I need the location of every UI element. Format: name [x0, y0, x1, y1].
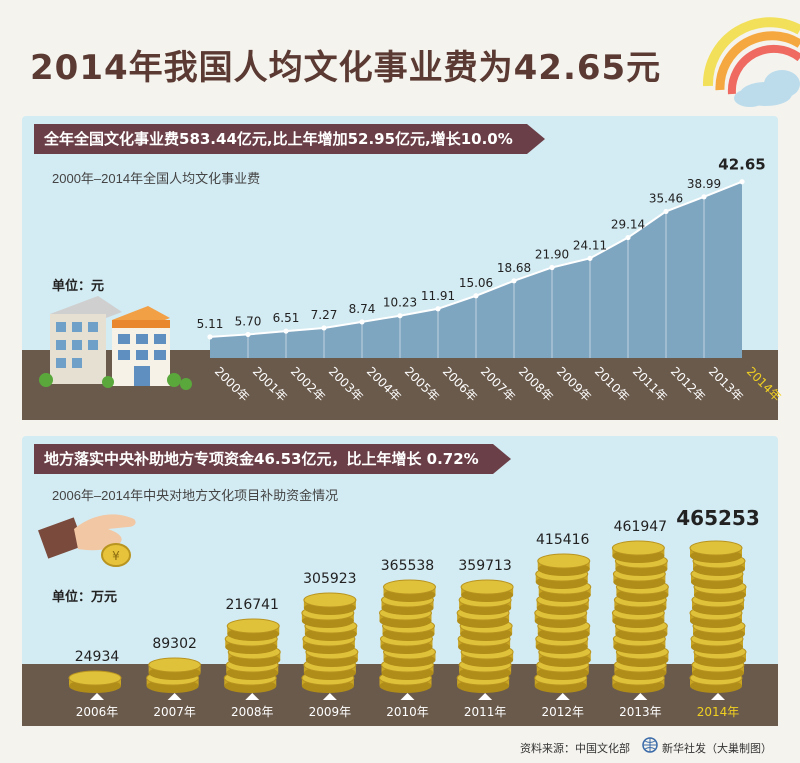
value-label: 11.91: [421, 289, 455, 303]
value-label: 10.23: [383, 296, 417, 310]
coin-stack: [68, 670, 122, 693]
coin-stack: [146, 657, 202, 693]
data-point: [473, 293, 479, 299]
tick-marker: [400, 693, 415, 700]
value-label: 89302: [152, 636, 197, 652]
value-label: 24934: [75, 649, 120, 665]
tick-marker: [633, 693, 648, 700]
value-label: 42.65: [718, 156, 765, 174]
x-tick-label: 2007年: [153, 705, 196, 719]
value-label: 216741: [226, 597, 279, 613]
data-point: [321, 325, 327, 331]
data-point: [701, 194, 707, 200]
value-label: 8.74: [349, 302, 376, 316]
data-point: [625, 234, 631, 241]
data-point: [663, 208, 669, 215]
coin-stack: [379, 579, 436, 693]
per-capita-area-chart: 2000年2001年2002年2003年2004年2005年2006年2007年…: [197, 156, 784, 404]
tick-marker: [245, 693, 260, 700]
value-label: 24.11: [573, 238, 607, 252]
value-label: 5.11: [197, 317, 224, 331]
value-label: 465253: [676, 506, 760, 530]
unit-label-1: 单位：元: [52, 279, 105, 294]
data-point: [435, 306, 441, 312]
value-label: 5.70: [235, 314, 262, 328]
tick-marker: [555, 693, 570, 700]
coin-stack: [456, 579, 514, 693]
rainbow-cloud-icon: [702, 17, 800, 107]
coin-stack: [301, 592, 359, 693]
x-tick-label: 2011年: [464, 705, 507, 719]
x-tick-label: 2014年: [697, 705, 740, 719]
tick-marker: [478, 693, 493, 700]
value-label: 461947: [614, 519, 667, 535]
value-label: 305923: [303, 571, 356, 587]
svg-text:¥: ¥: [112, 549, 120, 563]
value-label: 18.68: [497, 261, 531, 275]
banner-1: 全年全国文化事业费583.44亿元,比上年增加52.95亿元,增长10.0%: [34, 124, 545, 154]
data-point: [245, 331, 251, 338]
page-title: 2014年我国人均文化事业费为42.65元: [30, 48, 662, 88]
value-label: 359713: [458, 558, 511, 574]
subtitle-2: 2006年–2014年中央对地方文化项目补助资金情况: [52, 488, 339, 503]
tick-marker: [167, 693, 182, 700]
hand-coin-icon: ¥: [38, 514, 136, 567]
banner-2: 地方落实中央补助地方专项资金46.53亿元，比上年增长 0.72%: [34, 444, 511, 474]
data-point: [549, 264, 555, 271]
x-tick-label: 2006年: [76, 705, 119, 719]
value-label: 35.46: [649, 191, 683, 205]
buildings-icon: [39, 296, 192, 390]
value-label: 415416: [536, 532, 590, 548]
value-label: 15.06: [459, 276, 493, 290]
data-point: [359, 319, 365, 325]
data-point: [283, 328, 289, 334]
data-point: [511, 278, 517, 284]
data-point: [587, 255, 593, 261]
agency-credit: 新华社发（大巢制图）: [662, 743, 772, 755]
subtitle-1: 2000年–2014年全国人均文化事业费: [52, 171, 261, 186]
data-point: [207, 334, 213, 340]
x-tick-label: 2013年: [619, 705, 662, 719]
coin-stack: [611, 540, 669, 693]
area-fill: [210, 181, 742, 358]
unit-label-2: 单位：万元: [52, 590, 118, 605]
value-label: 38.99: [687, 177, 721, 191]
x-tick-label: 2012年: [541, 705, 584, 719]
tick-marker: [322, 693, 337, 700]
subsidy-coin-chart: 2006年 2007年 2008年 2009年 2010年 2011年 2012年 2013年…: [68, 506, 760, 719]
x-tick-label: 2010年: [386, 705, 429, 719]
value-label: 21.90: [535, 247, 569, 261]
x-tick-label: 2009年: [309, 705, 352, 719]
data-point: [397, 313, 403, 319]
globe-icon: [642, 737, 658, 753]
coin-stack: [689, 540, 747, 693]
value-label: 29.14: [611, 218, 645, 232]
x-tick-label: 2008年: [231, 705, 274, 719]
value-label: 365538: [381, 558, 434, 574]
value-label: 7.27: [311, 308, 338, 322]
coin-stack: [534, 553, 592, 693]
value-label: 6.51: [273, 311, 300, 325]
coin-stack: [223, 618, 281, 693]
source-note: 资料来源：中国文化部: [520, 743, 630, 755]
tick-marker: [90, 693, 104, 700]
data-point: [739, 179, 745, 185]
tick-marker: [711, 693, 725, 700]
